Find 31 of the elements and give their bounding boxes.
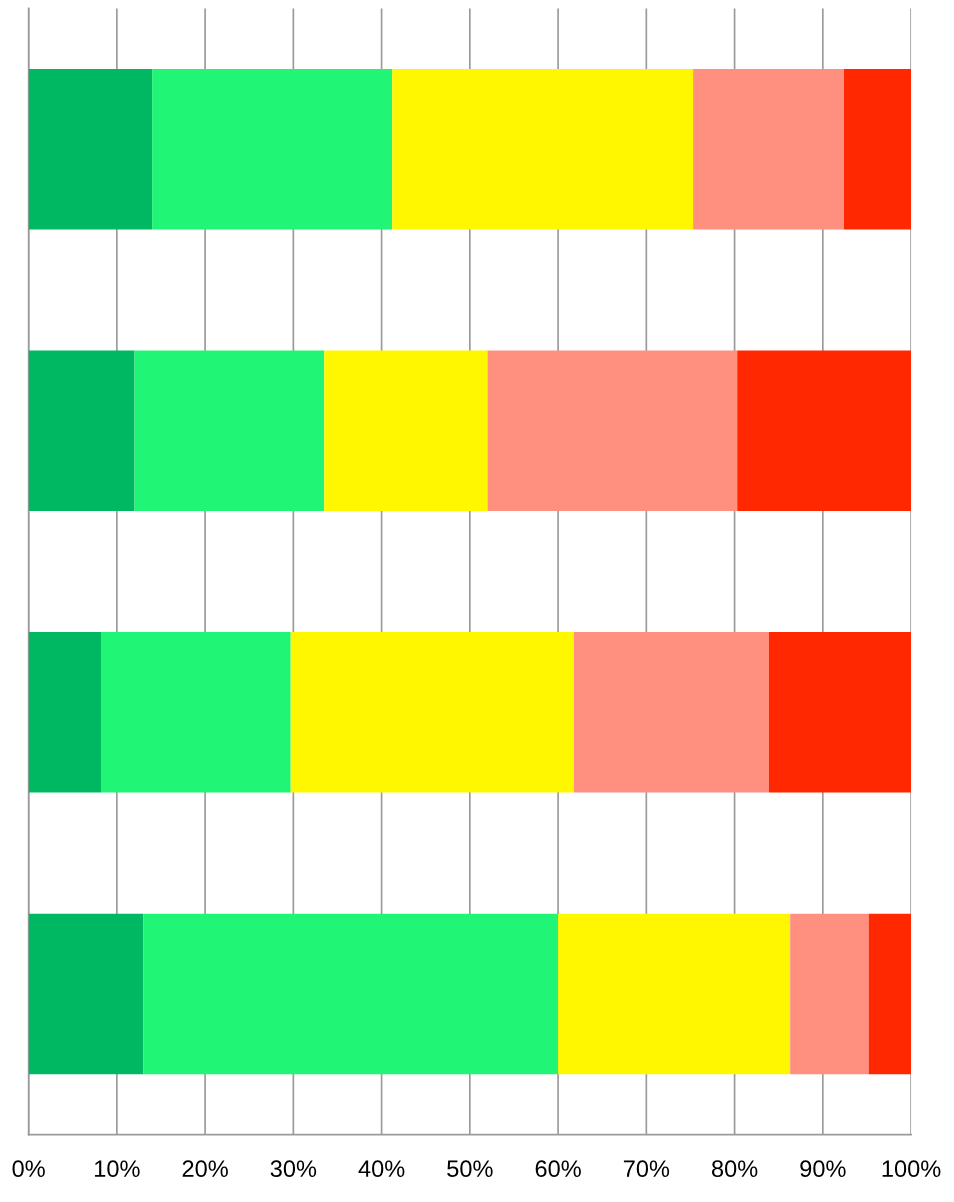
- bar: [134, 350, 325, 512]
- x-tick-label: 100%: [882, 1160, 941, 1178]
- x-tick-label: 40%: [358, 1160, 405, 1178]
- bar: [28, 350, 135, 512]
- bar: [290, 632, 574, 793]
- x-tick-label: 90%: [800, 1160, 846, 1178]
- bar: [573, 632, 769, 793]
- bar: [143, 913, 559, 1075]
- bar: [392, 68, 694, 230]
- bar: [868, 913, 912, 1075]
- bar: [487, 350, 738, 512]
- x-tick-label: 0%: [12, 1160, 45, 1178]
- bar: [100, 632, 291, 793]
- bar: [324, 350, 488, 512]
- bar: [28, 913, 144, 1075]
- bar: [558, 913, 791, 1075]
- bar: [693, 68, 844, 230]
- x-tick-label: 20%: [182, 1160, 228, 1178]
- x-tick-label: 50%: [447, 1160, 493, 1178]
- x-tick-label: 10%: [95, 1160, 140, 1178]
- bar: [790, 913, 869, 1075]
- bar: [152, 68, 393, 230]
- x-tick-label: 30%: [270, 1160, 317, 1178]
- x-tick-label: 70%: [623, 1160, 670, 1178]
- bar: [737, 350, 912, 512]
- bar: [769, 632, 912, 793]
- bar: [28, 68, 153, 230]
- bar: [844, 68, 912, 230]
- x-tick-label: 60%: [535, 1160, 581, 1178]
- bar: [28, 632, 101, 793]
- x-tick-label: 80%: [711, 1160, 758, 1178]
